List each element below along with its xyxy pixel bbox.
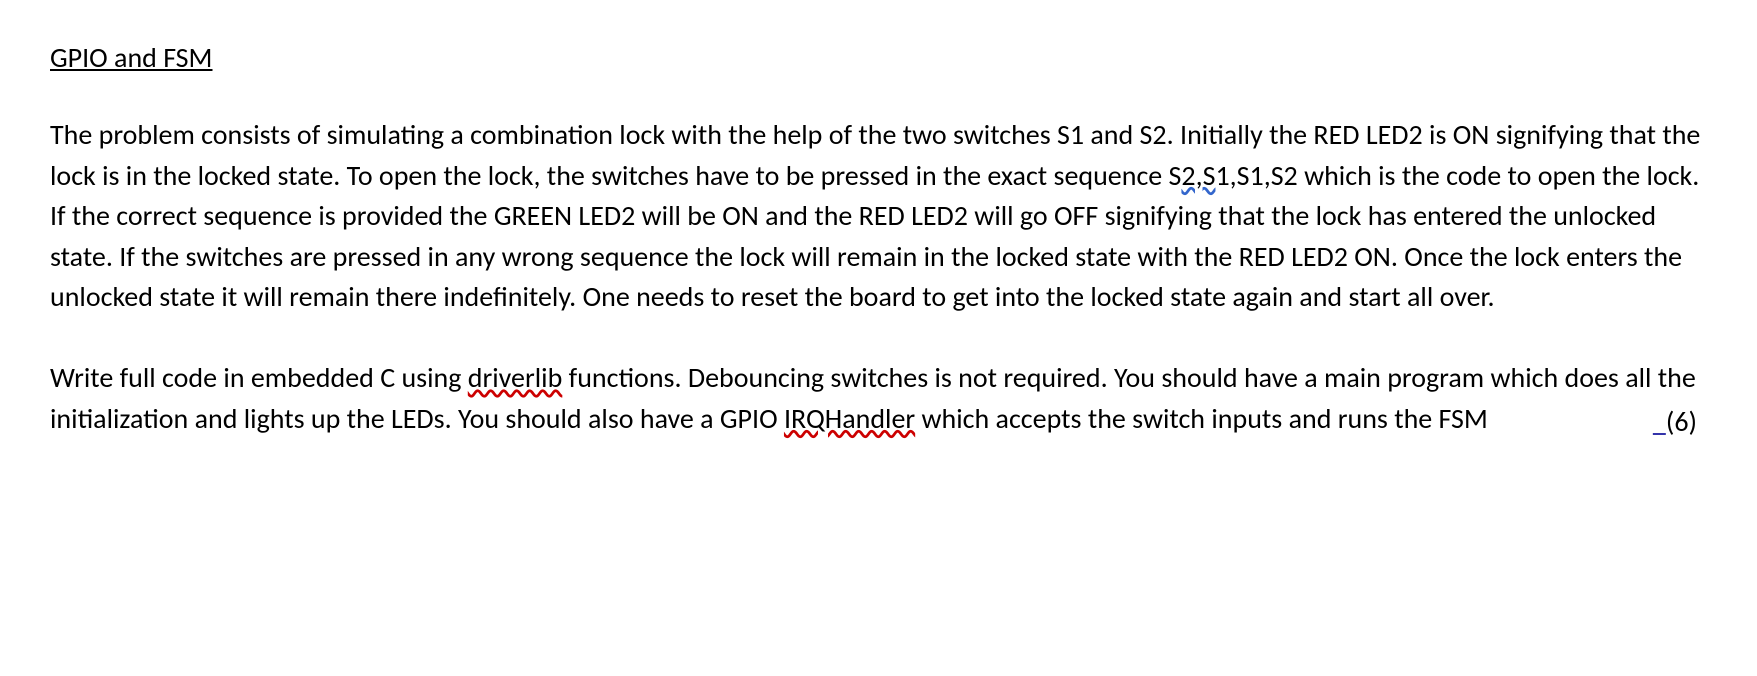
para1-squiggle-1: 2,S bbox=[1181, 158, 1215, 193]
para2-text-1: Write full code in embedded C using bbox=[50, 360, 468, 395]
paragraph-2-wrapper: Write full code in embedded C using driv… bbox=[50, 358, 1707, 439]
para2-text-3: which accepts the switch inputs and runs… bbox=[915, 401, 1488, 436]
paragraph-2: Write full code in embedded C using driv… bbox=[50, 358, 1707, 439]
points-value: (6) bbox=[1666, 404, 1697, 439]
para2-irqhandler: IRQHandler bbox=[784, 401, 915, 436]
paragraph-1: The problem consists of simulating a com… bbox=[50, 115, 1707, 318]
points-marker: (6) bbox=[1653, 404, 1697, 439]
points-lead-underline bbox=[1653, 404, 1666, 439]
para2-driverlib: driverlib bbox=[468, 360, 563, 395]
section-heading: GPIO and FSM bbox=[50, 40, 1707, 75]
